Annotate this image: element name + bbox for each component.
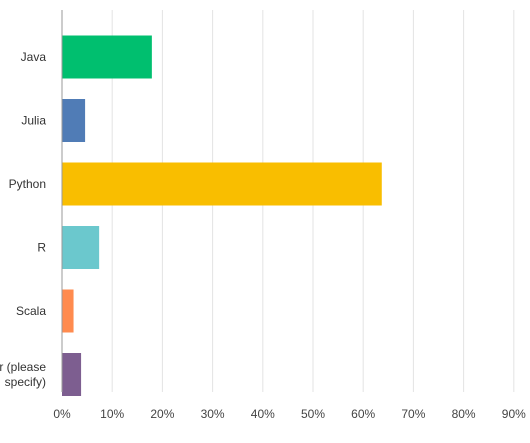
bar	[62, 99, 86, 142]
x-tick-label: 40%	[251, 407, 275, 421]
x-tick-label: 70%	[401, 407, 425, 421]
bar	[62, 353, 82, 396]
x-tick-label: 10%	[100, 407, 124, 421]
bar	[62, 162, 382, 206]
bar	[62, 226, 100, 269]
x-tick-label: 80%	[452, 407, 476, 421]
category-label: Other (please	[0, 360, 46, 374]
x-tick-label: 90%	[502, 407, 526, 421]
x-tick-label: 50%	[301, 407, 325, 421]
bar	[62, 289, 74, 333]
category-label: Julia	[21, 114, 46, 128]
x-tick-label: 30%	[201, 407, 225, 421]
category-labels: Java Julia Python R Scala Other (pleasespecif…	[0, 50, 46, 389]
category-label: Python	[9, 177, 46, 191]
category-label: R	[37, 241, 46, 255]
x-tick-label: 60%	[351, 407, 375, 421]
category-label: specify)	[5, 375, 46, 389]
bar	[62, 35, 152, 79]
x-tick-label: 0%	[53, 407, 71, 421]
bars	[62, 35, 382, 396]
x-tick-labels: 0% 10% 20% 30% 40% 50% 60% 70% 80% 90%	[53, 407, 526, 421]
category-label: Java	[21, 50, 47, 64]
category-label: Scala	[16, 304, 46, 318]
x-tick-label: 20%	[150, 407, 174, 421]
